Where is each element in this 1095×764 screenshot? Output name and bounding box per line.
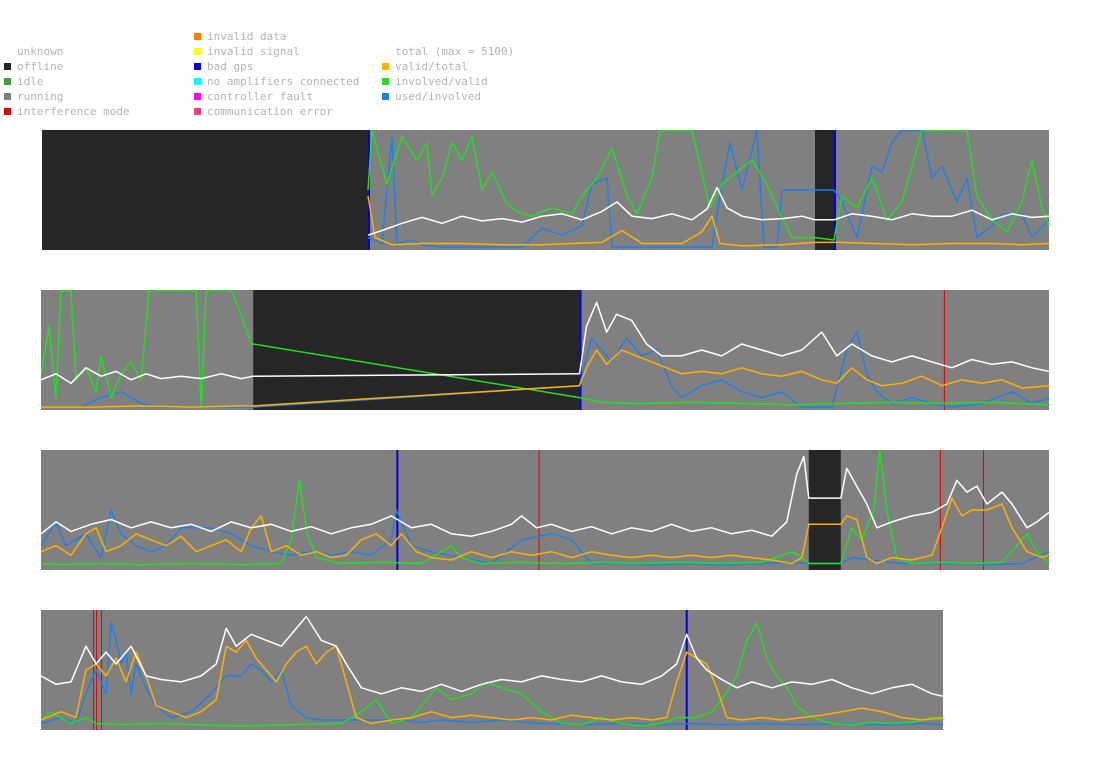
legend-label-controller-fault: controller fault: [207, 90, 313, 103]
legend-swatch: [4, 108, 11, 115]
legend-swatch: [4, 93, 11, 100]
legend-label-bad-gps: bad gps: [207, 60, 254, 73]
legend-label-unknown: unknown: [17, 45, 64, 58]
interference-mark: [939, 450, 941, 570]
offline-block: [808, 450, 841, 570]
bad-gps-mark: [834, 130, 836, 250]
legend-swatch: [382, 48, 389, 55]
legend-swatch: [194, 48, 201, 55]
valid-total-line: [41, 349, 1049, 408]
legend-label-communication-error: communication error: [207, 105, 333, 118]
legend-swatch: [194, 33, 201, 40]
legend-label-used-involved: used/involved: [395, 90, 482, 103]
bad-gps-mark: [396, 450, 399, 570]
legend-swatch: [382, 78, 389, 85]
total-line: [41, 455, 1049, 537]
legend-swatch: [382, 63, 389, 70]
legend-label-idle: idle: [17, 75, 44, 88]
interference-mark: [943, 290, 945, 410]
used-involved-line: [367, 130, 1049, 248]
strip-panel-2: [41, 290, 1049, 410]
bad-gps-mark: [579, 290, 582, 410]
involved-valid-line: [41, 450, 1049, 566]
interference-mark: [93, 610, 95, 730]
running-background: [41, 450, 1049, 570]
legend-swatch: [4, 48, 11, 55]
legend-label-offline: offline: [17, 60, 64, 73]
legend-label-invalid-data: invalid data: [207, 30, 287, 43]
running-background: [41, 610, 943, 730]
total-line: [41, 301, 1049, 385]
legend-swatch: [194, 108, 201, 115]
bad-gps-mark: [368, 130, 370, 250]
legend-swatch: [194, 93, 201, 100]
legend-label-involved-valid: involved/valid: [395, 75, 488, 88]
involved-valid-line: [367, 130, 1049, 241]
legend-swatch: [194, 63, 201, 70]
legend-label-running: running: [17, 90, 64, 103]
total-line: [367, 186, 1049, 236]
legend-swatch: [4, 78, 11, 85]
legend-swatch: [194, 78, 201, 85]
involved-valid-line: [41, 290, 1049, 408]
legend-label-interference-mode: interference mode: [17, 105, 130, 118]
legend-swatch: [382, 93, 389, 100]
strip-panel-1: [42, 130, 1049, 250]
used-involved-line: [41, 621, 943, 726]
legend-label-invalid-signal: invalid signal: [207, 45, 300, 58]
total-line: [41, 615, 943, 697]
used-involved-line: [41, 331, 1049, 408]
strip-panel-3: [41, 450, 1049, 570]
strip-panel-4: [41, 610, 943, 730]
legend: unknown offline idle running interferenc…: [0, 0, 1095, 125]
valid-total-line: [41, 497, 1049, 565]
legend-swatch: [4, 63, 11, 70]
legend-label-valid-total: valid/total: [395, 60, 468, 73]
legend-label-total: total (max = 5100): [395, 45, 515, 58]
valid-total-line: [41, 639, 943, 725]
involved-valid-line: [41, 621, 943, 727]
offline-block: [42, 130, 368, 250]
bad-gps-mark: [685, 610, 688, 730]
offline-block: [253, 290, 580, 410]
legend-label-no-amplifiers: no amplifiers connected: [207, 75, 360, 88]
interference-mark: [538, 450, 540, 570]
valid-total-line: [367, 195, 1049, 247]
